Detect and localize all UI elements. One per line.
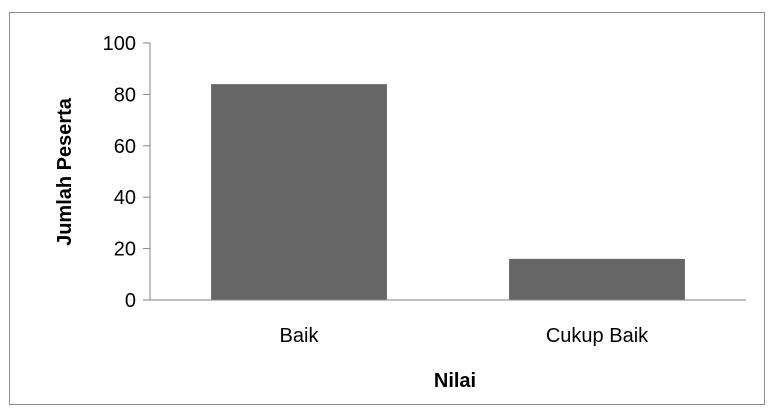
axes-group (143, 42, 746, 301)
bars-group (211, 84, 685, 301)
x-tick-label: Baik (280, 325, 320, 347)
y-tick-label: 0 (125, 290, 136, 312)
y-tick-label: 40 (114, 187, 136, 209)
y-tick-label: 100 (103, 33, 136, 55)
y-tick-label: 80 (114, 84, 136, 106)
y-tick-label: 60 (114, 136, 136, 158)
y-tick-label: 20 (114, 239, 136, 261)
y-axis-title: Jumlah Peserta (54, 97, 76, 246)
chart-frame (9, 12, 765, 405)
bar-baik (211, 84, 387, 301)
x-ticks-group: Baik Cukup Baik (280, 325, 650, 347)
x-tick-label: Cukup Baik (546, 325, 649, 347)
y-ticks-group: 0 20 40 60 80 100 (103, 33, 136, 312)
x-axis-title: Nilai (434, 370, 476, 392)
bar-cukup-baik (509, 258, 685, 300)
